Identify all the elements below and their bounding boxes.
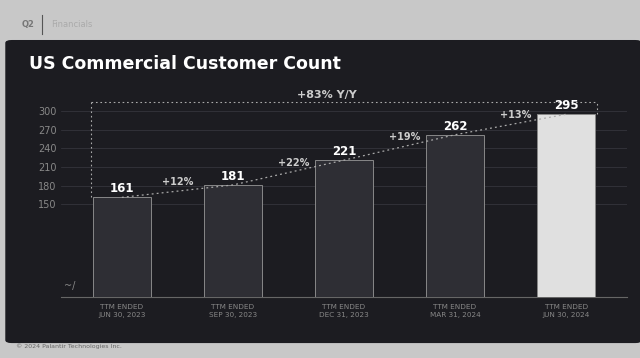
- Text: Financials: Financials: [51, 20, 93, 29]
- Text: 181: 181: [221, 170, 245, 183]
- Bar: [537, 114, 595, 297]
- Text: 295: 295: [554, 100, 579, 112]
- Text: +13%: +13%: [500, 110, 532, 120]
- Text: +22%: +22%: [278, 158, 310, 168]
- Text: +12%: +12%: [162, 178, 193, 188]
- Bar: [315, 160, 373, 297]
- Text: 161: 161: [109, 183, 134, 195]
- FancyBboxPatch shape: [5, 40, 640, 343]
- Text: +19%: +19%: [389, 132, 420, 142]
- Bar: [204, 185, 262, 297]
- Text: 221: 221: [332, 145, 356, 158]
- Text: ~/: ~/: [64, 281, 76, 291]
- Text: +83% Y/Y: +83% Y/Y: [298, 90, 357, 100]
- Text: 262: 262: [443, 120, 467, 133]
- Text: Q2: Q2: [22, 20, 35, 29]
- Bar: [93, 197, 151, 297]
- Text: US Commercial Customer Count: US Commercial Customer Count: [29, 55, 340, 73]
- Text: © 2024 Palantir Technologies Inc.: © 2024 Palantir Technologies Inc.: [16, 343, 122, 349]
- Bar: [426, 135, 484, 297]
